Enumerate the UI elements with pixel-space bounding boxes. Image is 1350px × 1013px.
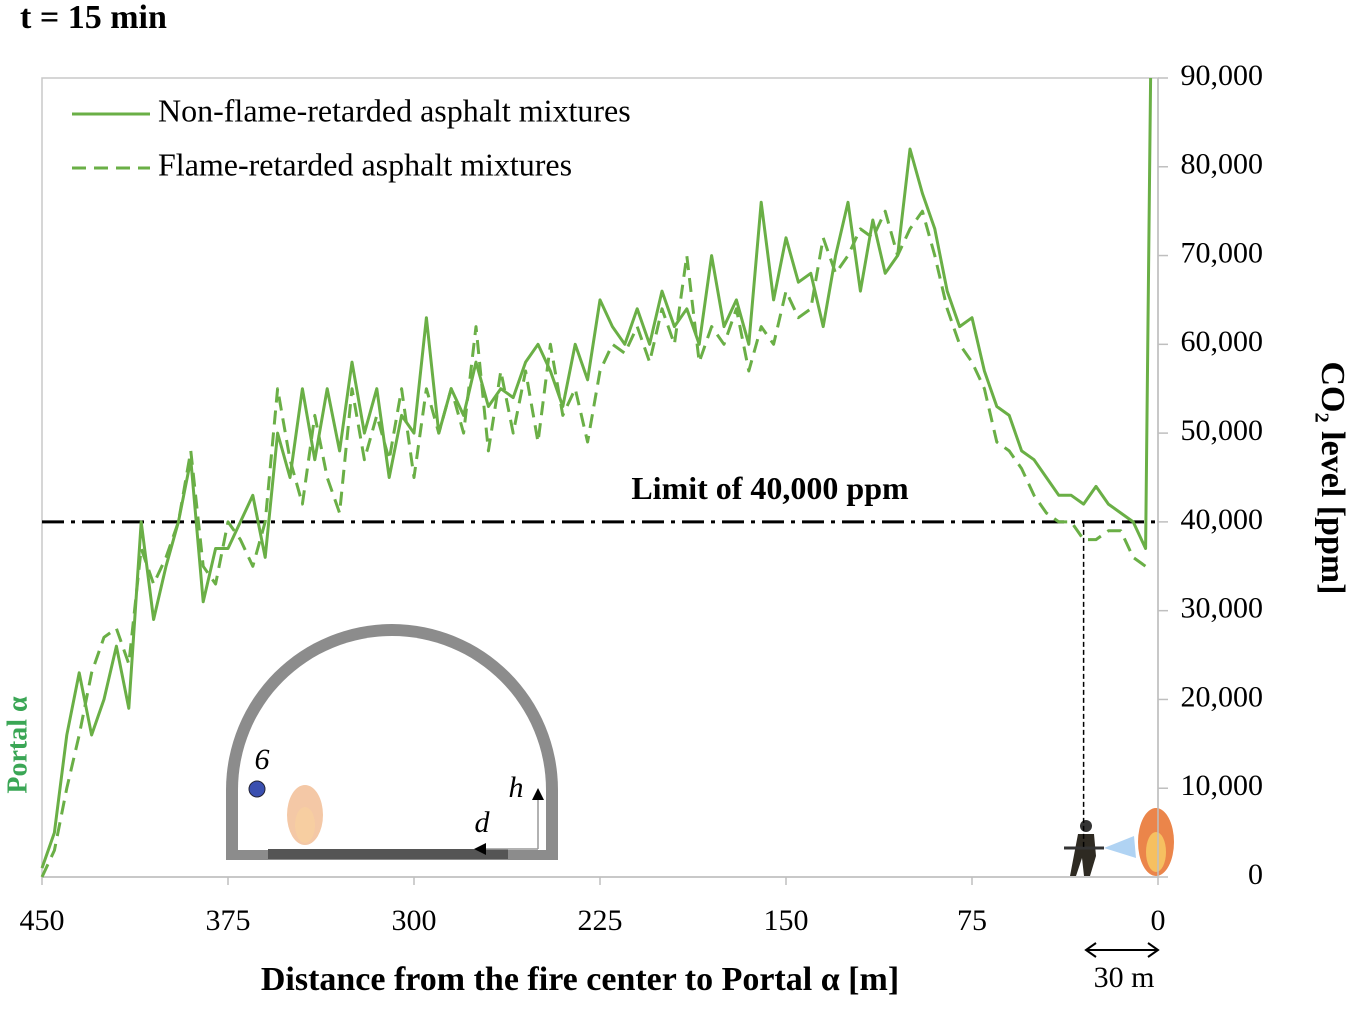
reference-label: Limit of 40,000 ppm [631, 470, 909, 506]
y-axis-label: CO₂ level [ppm] [1314, 361, 1350, 594]
chart-title: t = 15 min [20, 0, 167, 36]
y-tick-label: 50,000 [1181, 414, 1264, 447]
fire-icon [1138, 808, 1174, 876]
distance-symbol: d [475, 806, 491, 839]
legend-label: Flame-retarded asphalt mixtures [158, 146, 572, 182]
x-tick-label: 300 [392, 904, 437, 937]
series-line [40, 209, 1147, 878]
y-tick-label: 60,000 [1181, 325, 1264, 358]
x-tick-label: 75 [957, 904, 987, 937]
x-tick-label: 450 [20, 904, 65, 937]
plot-frame [41, 77, 1159, 878]
y-tick-label: 40,000 [1181, 503, 1264, 536]
firefighter-icon [1064, 820, 1136, 876]
y-tick-label: 10,000 [1181, 769, 1264, 802]
y-tick-label: 30,000 [1181, 592, 1264, 625]
x-tick-label: 375 [206, 904, 251, 937]
y-tick-label: 90,000 [1181, 59, 1264, 92]
series-line [40, 77, 1153, 869]
y-tick-label: 80,000 [1181, 148, 1264, 181]
legend-label: Non-flame-retarded asphalt mixtures [158, 92, 631, 128]
x-tick-label: 0 [1151, 904, 1166, 937]
y-tick-label: 0 [1248, 858, 1263, 891]
x-tick-label: 150 [764, 904, 809, 937]
x-tick-label: 225 [578, 904, 623, 937]
sensor-label: 6 [255, 743, 270, 776]
x-axis-label: Distance from the fire center to Portal … [261, 961, 899, 998]
tunnel-diagram [226, 624, 558, 860]
portal-label: Portal α [2, 696, 33, 794]
distance-arrow [1084, 942, 1160, 958]
y-tick-label: 20,000 [1181, 680, 1264, 713]
height-label: h [509, 771, 524, 804]
distance-label: 30 m [1094, 961, 1155, 994]
y-tick-label: 70,000 [1181, 236, 1264, 269]
